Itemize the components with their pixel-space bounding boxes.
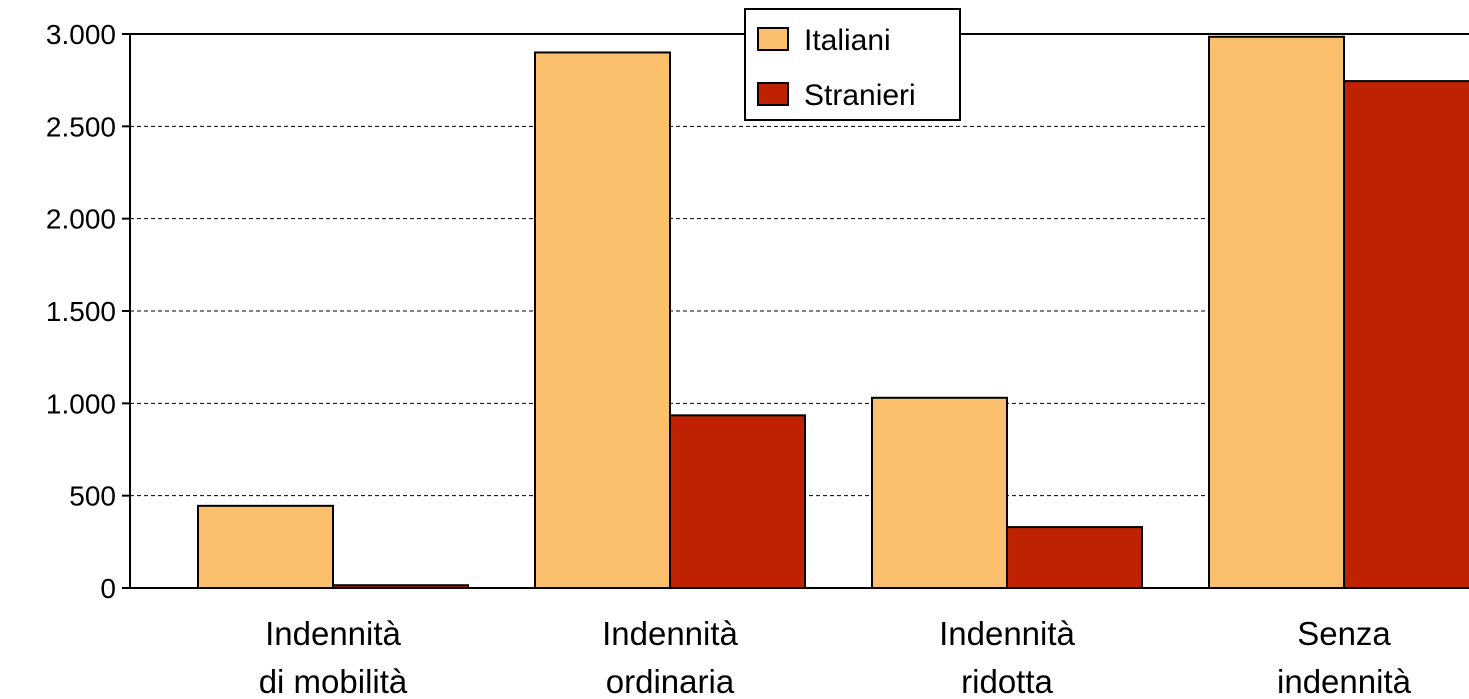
bar-stranieri-3 (1343, 80, 1469, 589)
y-tick-label: 2.000 (46, 204, 116, 235)
bar-italiani-1 (534, 51, 671, 589)
y-tick-labels: 0 500 1.000 1.500 2.000 2.500 3.000 (46, 19, 116, 604)
y-tick-label: 1.500 (46, 296, 116, 327)
category-label-line2: indennità (1277, 663, 1412, 699)
y-tick-label: 2.500 (46, 111, 116, 142)
bar-italiani-3 (1208, 35, 1345, 589)
y-tick-label: 3.000 (46, 19, 116, 50)
bar-italiani-0 (197, 504, 334, 589)
y-tick-label: 0 (100, 573, 116, 604)
legend-swatch-italiani (757, 27, 789, 51)
bar-italiani-2 (871, 396, 1008, 589)
bar-stranieri-2 (1006, 526, 1143, 589)
category-label-line1: Indennità (602, 615, 738, 652)
category-label-line1: Indennità (265, 615, 401, 652)
category-label-line1: Indennità (939, 615, 1075, 652)
legend-label-stranieri: Stranieri (804, 79, 916, 112)
category-label-line1: Senza (1297, 615, 1391, 652)
legend-swatch-stranieri (757, 82, 789, 106)
bar-stranieri-0 (332, 584, 469, 589)
category-label-line2: ordinaria (606, 663, 735, 699)
legend: Italiani Stranieri (744, 8, 961, 121)
bars (197, 35, 1469, 589)
bar-stranieri-1 (669, 414, 806, 589)
category-label-line2: di mobilità (259, 663, 408, 699)
y-tick-label: 500 (69, 481, 116, 512)
category-labels: Indennità di mobilità Indennità ordinaria In… (259, 615, 1412, 699)
y-tick-label: 1.000 (46, 388, 116, 419)
category-label-line2: ridotta (961, 663, 1053, 699)
legend-label-italiani: Italiani (804, 24, 891, 57)
